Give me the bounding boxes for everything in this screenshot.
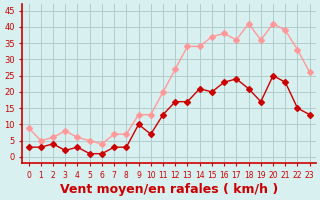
X-axis label: Vent moyen/en rafales ( km/h ): Vent moyen/en rafales ( km/h ) (60, 183, 278, 196)
